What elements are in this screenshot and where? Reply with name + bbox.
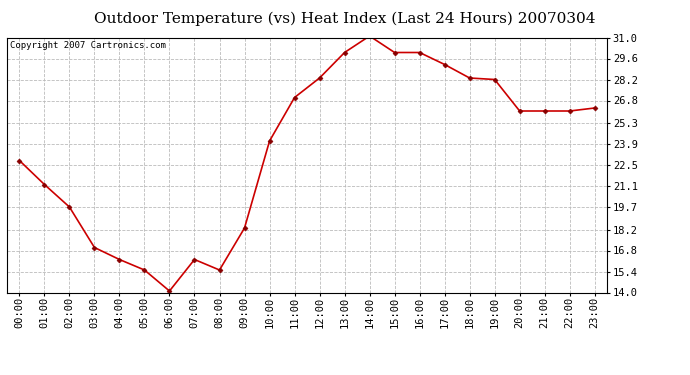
Text: Outdoor Temperature (vs) Heat Index (Last 24 Hours) 20070304: Outdoor Temperature (vs) Heat Index (Las… [95,11,595,26]
Text: Copyright 2007 Cartronics.com: Copyright 2007 Cartronics.com [10,41,166,50]
